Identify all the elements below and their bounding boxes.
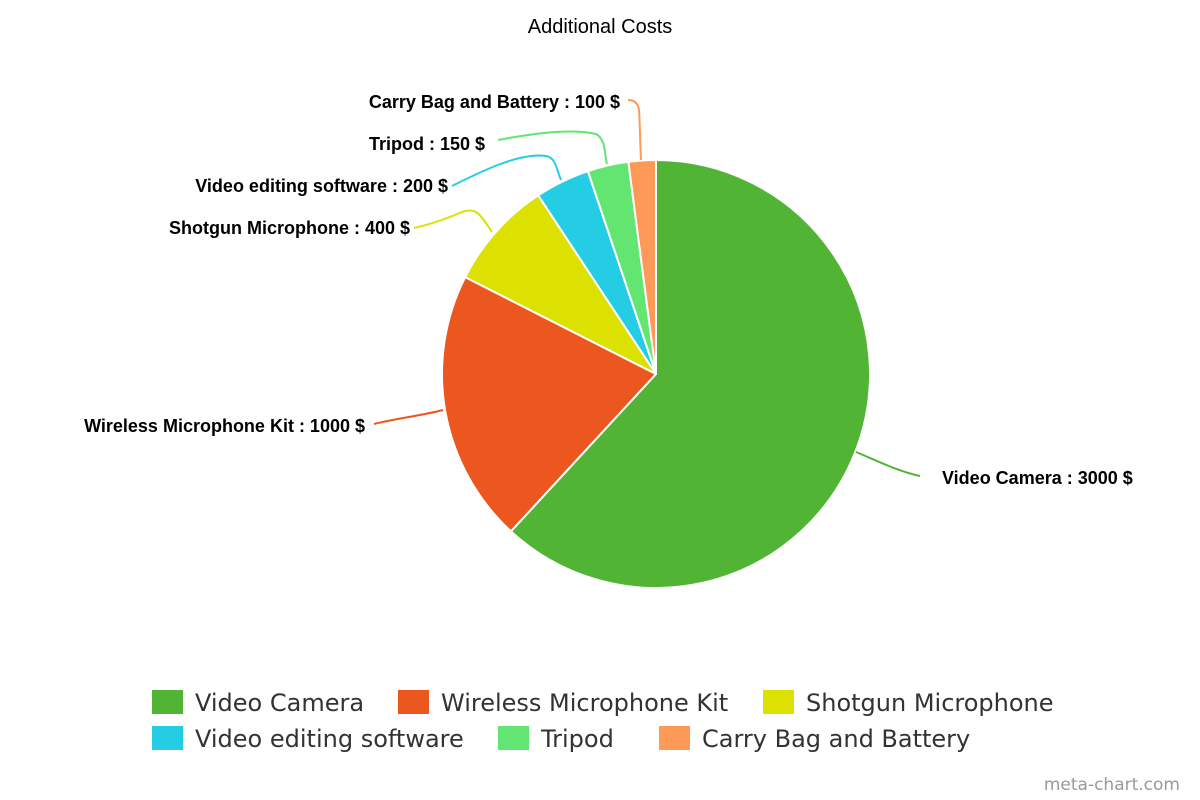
slice-data-label: Tripod : 150 $ (369, 134, 485, 154)
legend-label: Shotgun Microphone (806, 689, 1054, 717)
credit-text: meta-chart.com (1044, 775, 1180, 795)
slice-data-label: Carry Bag and Battery : 100 $ (369, 92, 620, 112)
label-connector (497, 130, 608, 165)
legend-item[interactable]: Video Camera (152, 689, 364, 717)
legend-label: Carry Bag and Battery (702, 725, 970, 753)
slice-data-label: Video editing software : 200 $ (195, 176, 448, 196)
legend-swatch (659, 726, 690, 750)
legend-item[interactable]: Video editing software (152, 725, 464, 753)
legend-item[interactable]: Shotgun Microphone (763, 689, 1054, 717)
label-connector (855, 451, 921, 477)
legend-label: Video Camera (195, 689, 364, 717)
slice-data-label: Wireless Microphone Kit : 1000 $ (84, 416, 365, 436)
legend-swatch (398, 690, 429, 714)
legend-swatch (763, 690, 794, 714)
legend-swatch (498, 726, 529, 750)
label-connectors (373, 99, 921, 477)
legend-label: Wireless Microphone Kit (441, 689, 728, 717)
legend-label: Video editing software (195, 725, 464, 753)
legend-label: Tripod (540, 725, 614, 753)
pie-slice-video-camera (509, 159, 871, 589)
slice-data-label: Shotgun Microphone : 400 $ (169, 218, 410, 238)
legend: Video Camera Wireless Microphone Kit Shotg… (152, 689, 1054, 753)
legend-swatch (152, 726, 183, 750)
label-connector (413, 209, 493, 233)
label-connector (373, 409, 444, 425)
pie-slices (441, 159, 871, 589)
legend-item[interactable]: Wireless Microphone Kit (398, 689, 728, 717)
pie-slice-carry-bag-and-battery (627, 159, 657, 375)
slice-labels: Video Camera : 3000 $ Wireless Microphone… (84, 92, 1133, 488)
label-connector (451, 154, 562, 187)
legend-item[interactable]: Carry Bag and Battery (659, 725, 970, 753)
slice-data-label: Video Camera : 3000 $ (942, 468, 1133, 488)
pie-slice-wireless-microphone-kit (441, 276, 657, 533)
pie-slice-shotgun-microphone (464, 194, 657, 375)
legend-item[interactable]: Tripod (498, 725, 614, 753)
legend-swatch (152, 690, 183, 714)
chart-title: Additional Costs (528, 16, 673, 38)
label-connector (627, 99, 642, 161)
